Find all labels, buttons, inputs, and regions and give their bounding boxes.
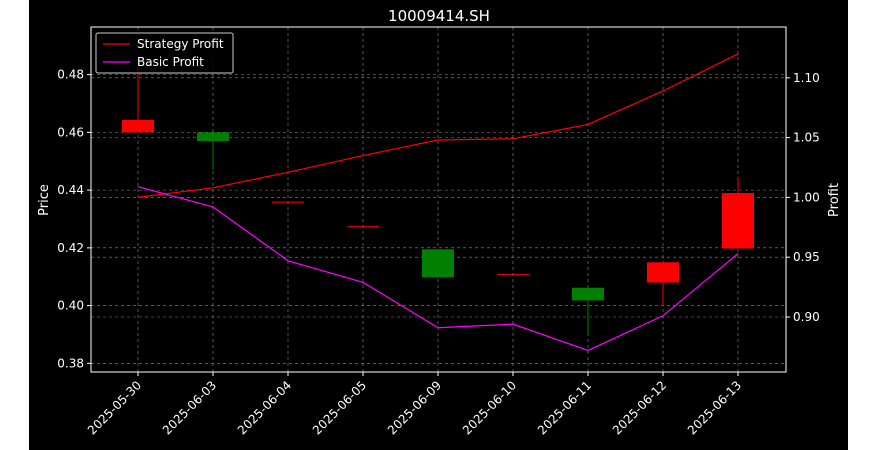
legend-basic-label: Basic Profit: [137, 55, 204, 69]
chart-title: 10009414.SH: [388, 7, 490, 25]
x-tick-label: 2025-05-30: [85, 378, 144, 437]
y-axis-right-label: Profit: [827, 183, 842, 217]
x-tick-label: 2025-06-05: [310, 378, 369, 437]
y-tick-label: 0.42: [57, 241, 84, 255]
y-tick-label: 0.38: [57, 356, 84, 370]
y2-tick-label: 1.00: [793, 190, 820, 204]
x-tick-label: 2025-06-03: [160, 378, 219, 437]
y-tick-label: 0.46: [57, 125, 84, 139]
candle-body: [347, 226, 379, 228]
legend-strategy-label: Strategy Profit: [137, 37, 224, 51]
x-tick-label: 2025-06-11: [535, 378, 594, 437]
x-tick-label: 2025-06-09: [385, 378, 444, 437]
x-tick-label: 2025-06-13: [685, 378, 744, 437]
basic-profit-line: [137, 186, 739, 352]
y-tick-label: 0.40: [57, 299, 84, 313]
x-tick-label: 2025-06-10: [460, 378, 519, 437]
candle-body: [197, 132, 229, 142]
y-tick-label: 0.44: [57, 183, 84, 197]
y-tick-label: 0.48: [57, 68, 84, 82]
y2-tick-label: 0.90: [793, 310, 820, 324]
x-tick-label: 2025-06-12: [610, 378, 669, 437]
candle-body: [572, 287, 604, 301]
candle-body: [272, 201, 304, 203]
y-axis-left-label: Price: [37, 184, 52, 216]
candle-body: [122, 119, 154, 133]
y2-tick-label: 0.95: [793, 250, 820, 264]
candle-body: [422, 249, 454, 278]
y2-tick-label: 1.10: [793, 71, 820, 85]
y2-tick-label: 1.05: [793, 131, 820, 145]
profit-lines: [137, 53, 739, 352]
candles: [122, 71, 754, 334]
grid: [91, 27, 786, 372]
axes: [90, 26, 787, 373]
plot-frame: [90, 26, 787, 373]
strategy-profit-line: [137, 53, 739, 199]
candle-body: [497, 273, 529, 275]
legend: Strategy Profit Basic Profit: [95, 32, 234, 74]
candle-body: [647, 262, 679, 283]
legend-box: [95, 32, 234, 74]
candle-body: [722, 193, 754, 249]
x-tick-label: 2025-06-04: [235, 378, 294, 437]
